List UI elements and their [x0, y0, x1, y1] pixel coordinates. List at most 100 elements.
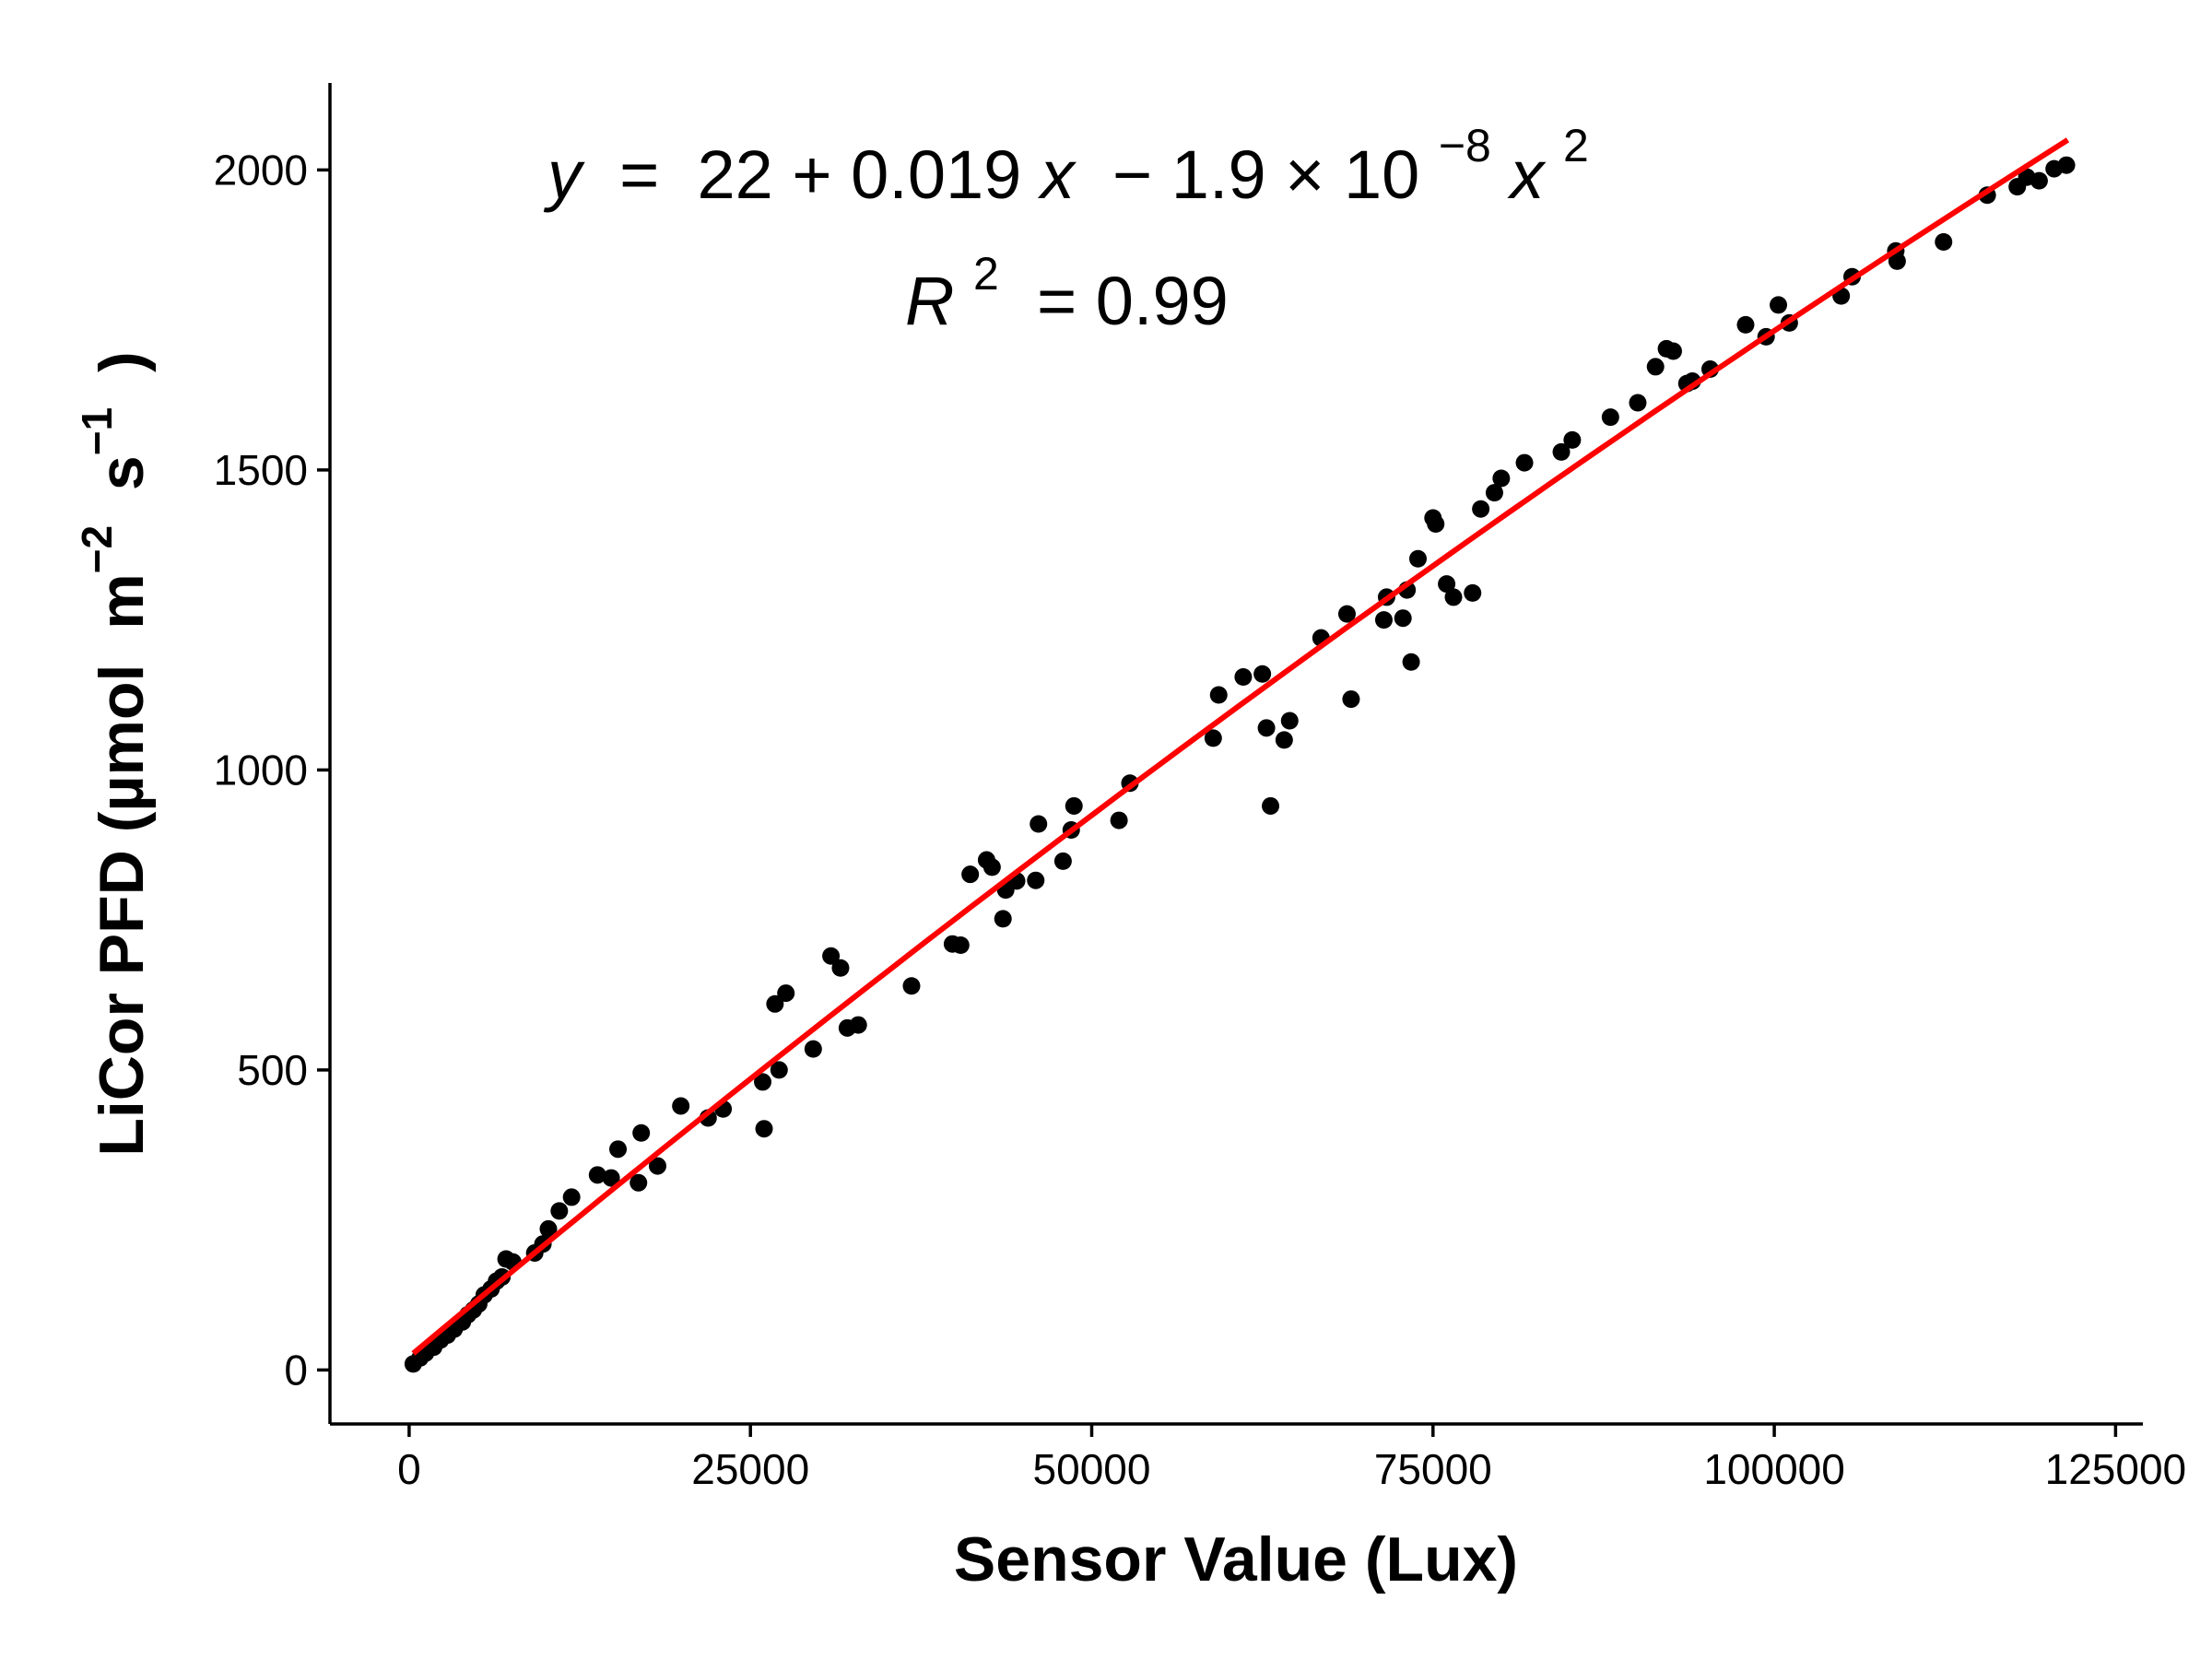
data-point [1257, 719, 1276, 737]
data-point [754, 1073, 772, 1091]
r2-value: = 0.99 [1018, 263, 1228, 339]
data-point [1935, 233, 1953, 252]
r2-r: R [905, 263, 954, 339]
y-tick-label: 1000 [214, 746, 308, 794]
equation-x2: x [1507, 136, 1547, 213]
data-point [1515, 453, 1534, 472]
x-axis-title: Sensor Value (Lux) [954, 1524, 1518, 1594]
y-tick-label: 0 [284, 1346, 308, 1394]
data-point [588, 1166, 606, 1184]
data-point [1209, 686, 1228, 704]
data-point [1053, 852, 1072, 870]
data-point [902, 977, 921, 995]
data-point [1601, 408, 1619, 427]
data-point [1646, 358, 1665, 376]
data-point [994, 910, 1012, 928]
data-point [1337, 605, 1356, 623]
data-point [1342, 690, 1360, 709]
data-point [1427, 514, 1445, 533]
data-point [1204, 729, 1222, 747]
x-tick-label: 75000 [1374, 1445, 1492, 1493]
y-tick-label: 2000 [214, 146, 308, 194]
data-point [609, 1140, 628, 1159]
data-point [602, 1169, 620, 1187]
data-point [831, 959, 850, 977]
y-title-mid: s [87, 455, 157, 525]
fit-equation: y = 22 + 0.019 x − 1.9 × 10 −8 x 2 [543, 100, 1589, 213]
axes [328, 83, 2143, 1426]
data-point [648, 1157, 666, 1175]
r2-exponent: 2 [973, 248, 999, 300]
data-point [1888, 252, 1906, 270]
data-point [2030, 171, 2048, 190]
data-point [770, 1061, 788, 1079]
y-title-exp2: −1 [73, 407, 121, 455]
data-point [1736, 315, 1755, 334]
data-point [1408, 549, 1427, 568]
data-point [822, 947, 841, 965]
data-point [1402, 653, 1420, 671]
equation-minus: − 1.9 × 10 [1093, 136, 1419, 213]
equation-exponent: −8 [1439, 120, 1491, 171]
data-point [1552, 442, 1571, 461]
data-point [1770, 296, 1788, 314]
data-point [1492, 469, 1511, 488]
y-tick-label: 1500 [214, 446, 308, 494]
x-tick-label: 0 [397, 1445, 421, 1493]
y-title-exp1: −2 [73, 525, 121, 573]
data-point [961, 865, 980, 884]
equation-exponent2: 2 [1563, 120, 1589, 171]
equation-equals: = [601, 136, 678, 213]
data-point [1444, 588, 1463, 606]
x-tick-label: 125000 [2045, 1445, 2187, 1493]
data-point [629, 1173, 648, 1192]
y-axis-title: LiCor PFD (µmol m−2 s−1 ) [73, 351, 157, 1156]
data-point [755, 1120, 773, 1138]
data-point [1253, 665, 1272, 683]
y-ticks: 0 500 1000 1500 2000 [214, 146, 330, 1394]
data-point [1234, 667, 1253, 686]
fit-line [411, 137, 2070, 1356]
data-point [562, 1188, 581, 1206]
data-point [1030, 815, 1048, 833]
data-point [550, 1202, 569, 1220]
data-point [672, 1097, 690, 1115]
data-point [951, 935, 970, 954]
data-point [1563, 430, 1582, 449]
data-point [1280, 712, 1299, 730]
equation-x1: x [1038, 136, 1077, 213]
x-tick-label: 25000 [691, 1445, 809, 1493]
data-point [1374, 611, 1393, 629]
data-points [404, 156, 2076, 1373]
r-squared: R 2 = 0.99 [905, 228, 1229, 339]
data-point [539, 1219, 558, 1238]
x-tick-label: 100000 [1703, 1445, 1845, 1493]
data-point [1664, 342, 1682, 360]
y-tick-label: 500 [237, 1046, 308, 1094]
data-point [982, 858, 1001, 877]
x-tick-label: 50000 [1033, 1445, 1151, 1493]
data-point [1110, 811, 1128, 830]
data-point [804, 1040, 822, 1058]
data-point [1472, 500, 1490, 518]
data-point [1464, 583, 1482, 602]
data-point [1275, 731, 1293, 749]
y-title-suffix: ) [87, 351, 157, 406]
data-point [1262, 796, 1280, 815]
equation-body: 22 + 0.019 [697, 136, 1021, 213]
data-point [1394, 609, 1412, 628]
data-point [1629, 394, 1647, 412]
data-point [1438, 575, 1456, 594]
data-point [632, 1124, 651, 1142]
data-point [777, 984, 795, 1003]
data-point [1027, 871, 1045, 889]
x-ticks: 0 25000 50000 75000 100000 125000 [397, 1424, 2186, 1493]
data-point [1065, 796, 1083, 815]
data-point [2057, 156, 2076, 174]
data-point [766, 994, 784, 1013]
data-point [1485, 484, 1503, 502]
y-title-prefix: LiCor PFD (µmol m [87, 573, 157, 1156]
data-point [849, 1016, 867, 1034]
equation-y: y [543, 136, 585, 213]
